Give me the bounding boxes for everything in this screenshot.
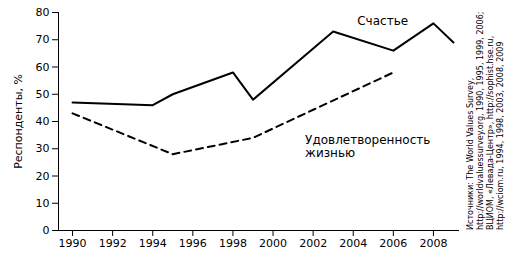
svg-text:60: 60 (36, 61, 50, 74)
svg-text:1996: 1996 (179, 237, 207, 250)
html-text:Источники: The World Values Su: Источники: The World Values Survey, http… (466, 11, 505, 230)
svg-text:1994: 1994 (139, 237, 167, 250)
svg-text:Респонденты, %: Респонденты, % (12, 74, 25, 169)
svg-text:Удовлетворенностьжизнью: Удовлетворенностьжизнью (305, 133, 430, 161)
svg-text:70: 70 (36, 33, 50, 46)
svg-text:Счастье: Счастье (357, 14, 408, 28)
svg-text:2002: 2002 (299, 237, 327, 250)
svg-text:2008: 2008 (419, 237, 447, 250)
svg-text:20: 20 (36, 170, 50, 183)
svg-text:50: 50 (36, 88, 50, 101)
svg-text:40: 40 (36, 115, 50, 128)
svg-text:1998: 1998 (219, 237, 247, 250)
svg-text:0: 0 (43, 224, 50, 237)
svg-text:1990: 1990 (59, 237, 87, 250)
svg-text:10: 10 (36, 197, 50, 210)
svg-text:30: 30 (36, 142, 50, 155)
svg-text:2006: 2006 (379, 237, 407, 250)
svg-text:2004: 2004 (339, 237, 367, 250)
svg-text:1992: 1992 (99, 237, 127, 250)
svg-text:2000: 2000 (259, 237, 287, 250)
svg-text:80: 80 (36, 6, 50, 19)
